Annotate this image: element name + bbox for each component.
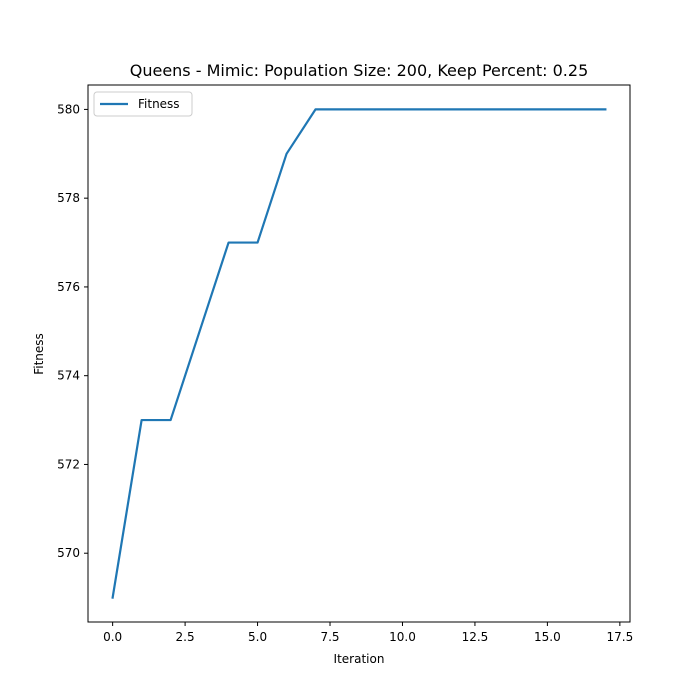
series-line-0 bbox=[111, 108, 607, 599]
legend-label: Fitness bbox=[138, 97, 180, 111]
y-axis: 570 572 574 576 578 580 bbox=[57, 102, 88, 560]
axes-frame bbox=[87, 84, 631, 623]
x-tick-label: 17.5 bbox=[606, 630, 633, 644]
legend-box bbox=[93, 91, 193, 117]
y-tick-label: 580 bbox=[57, 102, 80, 116]
y-tick-label: 578 bbox=[57, 191, 80, 205]
x-tick-label: 5.0 bbox=[248, 630, 267, 644]
x-tick-label: 2.5 bbox=[176, 630, 195, 644]
x-tick-label: 7.5 bbox=[320, 630, 339, 644]
y-tick-label: 572 bbox=[57, 457, 80, 471]
y-tick-label: 576 bbox=[57, 280, 80, 294]
y-tick-label: 574 bbox=[57, 369, 80, 383]
x-tick-label: 12.5 bbox=[462, 630, 489, 644]
x-tick-label: 15.0 bbox=[534, 630, 561, 644]
y-axis-label: Fitness bbox=[32, 333, 46, 375]
x-tick-label: 10.0 bbox=[389, 630, 416, 644]
chart-title: Queens - Mimic: Population Size: 200, Ke… bbox=[130, 61, 589, 80]
y-tick-label: 570 bbox=[57, 546, 80, 560]
x-axis: 0.0 2.5 5.0 7.5 10.0 12.5 15.0 17.5 bbox=[103, 622, 633, 644]
legend: Fitness bbox=[93, 91, 193, 117]
plot-area bbox=[87, 84, 631, 623]
x-axis-label: Iteration bbox=[334, 652, 385, 666]
x-tick-label: 0.0 bbox=[103, 630, 122, 644]
